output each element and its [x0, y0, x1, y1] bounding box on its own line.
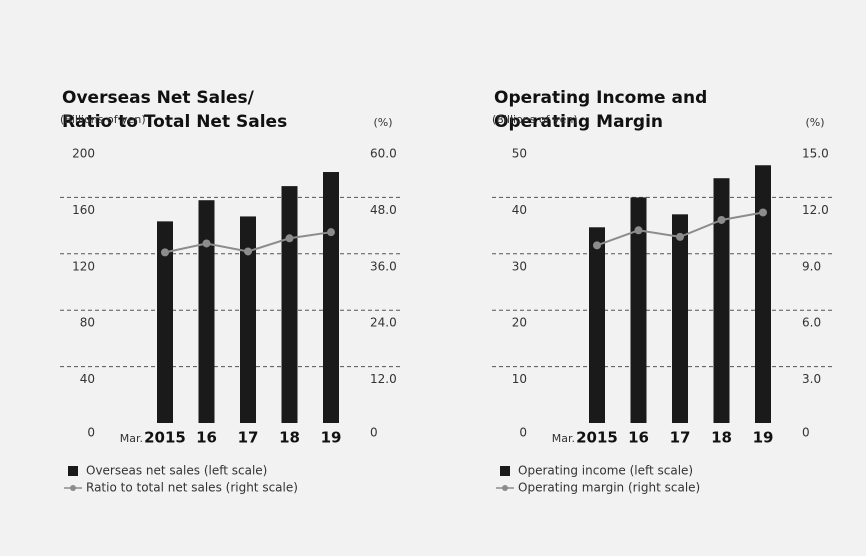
- y2-tick-label: 12.0: [802, 203, 829, 217]
- y2-tick-label: 36.0: [370, 259, 397, 273]
- bar: [323, 172, 339, 423]
- chart-title: Operating Margin: [494, 112, 663, 132]
- x-tick-label: 18: [711, 429, 732, 447]
- y-tick-label: 80: [80, 316, 95, 330]
- legend-swatch: [500, 466, 510, 476]
- y-tick-label: 40: [80, 372, 95, 386]
- bar: [281, 186, 298, 423]
- y2-tick-label: 3.0: [802, 372, 821, 386]
- y2-tick-label: 60.0: [370, 147, 397, 161]
- legend-label: Ratio to total net sales (right scale): [86, 481, 298, 495]
- line-point: [244, 247, 252, 256]
- y-axis-label: (Billions of yen): [60, 113, 146, 126]
- x-prefix: Mar.: [120, 432, 143, 445]
- y-tick-label: 0: [87, 426, 95, 440]
- legend-label: Operating income (left scale): [518, 464, 693, 478]
- y-tick-label: 20: [512, 316, 527, 330]
- y-tick-label: 0: [519, 426, 527, 440]
- bar: [198, 200, 215, 423]
- bar: [755, 165, 771, 423]
- bar: [240, 216, 256, 423]
- x-tick-label: 2015: [144, 429, 186, 447]
- y2-tick-label: 24.0: [370, 316, 397, 330]
- x-tick-label: 19: [753, 429, 774, 447]
- y2-axis-label: (%): [373, 116, 392, 129]
- legend-swatch: [502, 485, 508, 491]
- x-tick-label: 16: [628, 429, 649, 447]
- line-point: [285, 234, 294, 243]
- line-point: [593, 241, 601, 250]
- bar: [630, 197, 647, 423]
- y2-tick-label: 9.0: [802, 259, 821, 273]
- y-tick-label: 160: [72, 203, 95, 217]
- legend-swatch: [68, 466, 78, 476]
- line-point: [202, 239, 211, 248]
- legend-label: Overseas net sales (left scale): [86, 464, 267, 478]
- bar: [589, 227, 605, 423]
- y2-tick-label: 6.0: [802, 316, 821, 330]
- legend-swatch: [70, 485, 76, 491]
- y2-axis-label: (%): [805, 116, 824, 129]
- y2-tick-label: 15.0: [802, 147, 829, 161]
- y-tick-label: 40: [512, 203, 527, 217]
- x-tick-label: 17: [670, 429, 691, 447]
- line-point: [717, 215, 726, 224]
- line-point: [161, 248, 169, 257]
- bar: [157, 221, 173, 423]
- y2-tick-label: 0: [370, 426, 378, 440]
- chart-title: Overseas Net Sales/: [62, 88, 255, 108]
- y-tick-label: 10: [512, 372, 527, 386]
- line-point: [327, 228, 335, 237]
- chart-title: Ratio to Total Net Sales: [62, 112, 287, 132]
- line-point: [634, 226, 643, 235]
- x-tick-label: 18: [279, 429, 300, 447]
- line-point: [676, 232, 684, 241]
- x-tick-label: 2015: [576, 429, 618, 447]
- line-point: [759, 208, 767, 217]
- legend-label: Operating margin (right scale): [518, 481, 700, 495]
- chart-title: Operating Income and: [494, 88, 707, 108]
- x-tick-label: 17: [238, 429, 259, 447]
- y-tick-label: 50: [512, 147, 527, 161]
- x-tick-label: 19: [321, 429, 342, 447]
- bar: [672, 214, 688, 423]
- y-axis-label: (Billions of yen): [492, 113, 578, 126]
- bar: [713, 178, 730, 423]
- x-prefix: Mar.: [552, 432, 575, 445]
- y2-tick-label: 0: [802, 426, 810, 440]
- y-tick-label: 200: [72, 147, 95, 161]
- y2-tick-label: 48.0: [370, 203, 397, 217]
- y2-tick-label: 12.0: [370, 372, 397, 386]
- x-tick-label: 16: [196, 429, 217, 447]
- y-tick-label: 120: [72, 259, 95, 273]
- y-tick-label: 30: [512, 259, 527, 273]
